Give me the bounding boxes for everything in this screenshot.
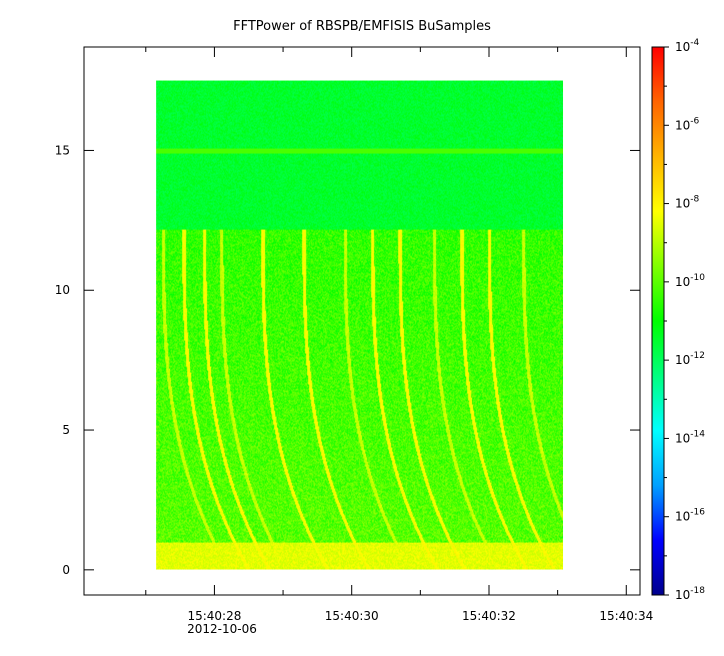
colorbar-tick-label: 10-10 bbox=[675, 273, 705, 289]
y-axis: 0 5 10 15 bbox=[55, 143, 640, 577]
colorbar bbox=[651, 46, 665, 596]
y-tick-label: 15 bbox=[55, 143, 70, 157]
x-axis: 15:40:28 15:40:30 15:40:32 15:40:34 bbox=[145, 47, 653, 623]
x-date-label: 2012-10-06 bbox=[187, 622, 257, 636]
spectrogram-raster bbox=[156, 80, 564, 570]
colorbar-tick-label: 10-14 bbox=[675, 429, 705, 445]
colorbar-tick-label: 10-8 bbox=[675, 195, 700, 211]
y-tick-label: 10 bbox=[55, 283, 70, 297]
colorbar-tick-label: 10-4 bbox=[675, 38, 700, 54]
colorbar-tick-label: 10-12 bbox=[675, 351, 705, 367]
spectrogram-image bbox=[156, 80, 564, 570]
x-tick-label: 15:40:28 bbox=[187, 609, 241, 623]
x-tick-label: 15:40:30 bbox=[325, 609, 379, 623]
y-tick-label: 5 bbox=[62, 423, 70, 437]
colorbar-tick-label: 10-16 bbox=[675, 508, 705, 524]
y-tick-label: 0 bbox=[62, 563, 70, 577]
x-tick-label: 15:40:34 bbox=[599, 609, 653, 623]
colorbar-tick-label: 10-18 bbox=[675, 586, 705, 602]
x-tick-label: 15:40:32 bbox=[462, 609, 516, 623]
colorbar-tick-label: 10-6 bbox=[675, 116, 700, 132]
colorbar-axis: 10-4 10-6 10-8 10-10 10-12 10-14 10-16 10-18 bbox=[664, 38, 705, 602]
chart-title: FFTPower of RBSPB/EMFISIS BuSamples bbox=[233, 19, 491, 34]
